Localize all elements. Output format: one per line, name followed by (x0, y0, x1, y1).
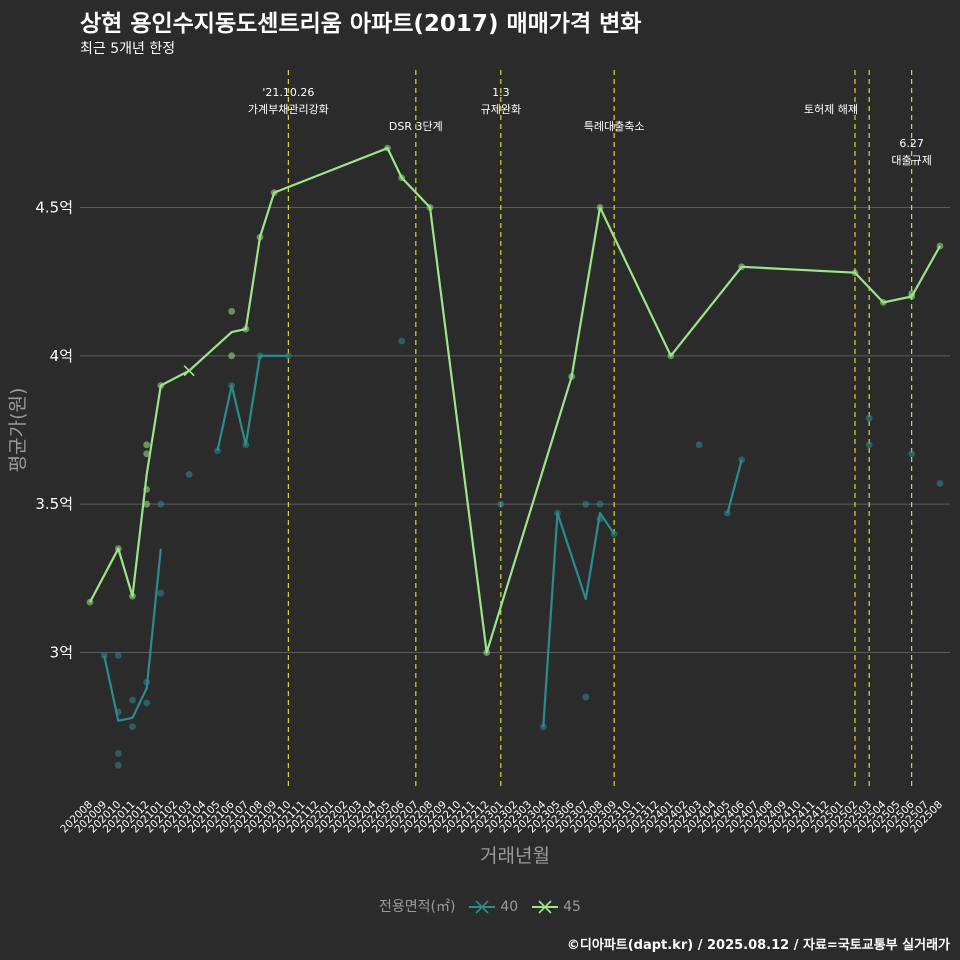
data-point-45 (483, 649, 491, 656)
data-point-40 (398, 337, 406, 345)
data-point-45 (114, 545, 122, 553)
annotation-label: '21.10.26 (262, 86, 314, 99)
data-point-45 (596, 204, 604, 211)
data-point-40 (539, 723, 547, 731)
data-point-45 (143, 485, 151, 493)
chart-subtitle: 최근 5개년 한정 (80, 41, 176, 57)
data-point-45 (667, 352, 675, 360)
data-point-45 (851, 269, 859, 277)
series-line-40 (726, 459, 743, 514)
legend: 전용면적(㎡) 40 45 (0, 896, 960, 916)
data-point-45 (143, 500, 151, 508)
y-tick-label: 4.5억 (35, 198, 73, 216)
annotation-label: 1.3 (492, 86, 510, 99)
chart-title: 상현 용인수지동도센트리움 아파트(2017) 매매가격 변화 (80, 11, 642, 37)
data-point-40 (936, 480, 944, 487)
data-point-40 (129, 723, 136, 731)
legend-key-40 (468, 900, 495, 914)
annotation-label: 가계부채관리강화 (248, 103, 329, 116)
data-point-45 (270, 189, 278, 197)
legend-label-45: 45 (563, 899, 581, 915)
data-point-45 (384, 144, 391, 152)
policy-lines-layer (287, 70, 913, 790)
data-point-40 (157, 500, 165, 508)
y-tick-label: 3.5억 (35, 495, 73, 513)
data-point-45 (228, 352, 236, 360)
y-tick-label: 4억 (50, 347, 73, 365)
x-axis-title: 거래년월 (480, 845, 550, 867)
data-point-40 (143, 678, 151, 686)
axis-layer: 3억3.5억4억4.5억2020082020092020102020112020… (35, 198, 945, 835)
annotation-label: 6.27 (899, 137, 924, 150)
data-point-40 (865, 441, 873, 449)
legend-item-45: 45 (531, 899, 581, 915)
data-point-40 (610, 530, 618, 538)
data-point-40 (738, 456, 746, 464)
data-point-40 (596, 500, 604, 508)
annotation-label: DSR 3단계 (389, 120, 443, 133)
series-line-45 (89, 147, 941, 654)
data-point-40 (256, 352, 264, 360)
data-point-40 (228, 382, 236, 389)
data-point-40 (284, 352, 292, 360)
data-point-40 (596, 515, 604, 523)
data-point-40 (582, 500, 590, 508)
data-point-40 (242, 441, 250, 449)
data-point-40 (185, 471, 193, 478)
data-point-45 (738, 263, 746, 271)
data-point-40 (908, 450, 916, 458)
annotation-label: 대출규제 (891, 154, 931, 167)
data-point-40 (143, 699, 151, 707)
data-point-45 (426, 204, 434, 211)
data-point-45 (242, 325, 250, 333)
legend-title: 전용면적(㎡) (379, 899, 456, 915)
series-line-40 (103, 548, 162, 722)
data-point-45 (568, 373, 576, 380)
legend-item-40: 40 (468, 899, 518, 915)
series-line-40 (542, 511, 616, 727)
data-point-45 (398, 174, 406, 182)
series-line-40 (216, 354, 289, 452)
data-point-40 (157, 589, 165, 597)
data-point-40 (695, 441, 703, 449)
grid-layer (80, 206, 950, 654)
data-point-40 (114, 652, 122, 659)
annotation-label: 규제완화 (481, 103, 521, 116)
data-point-45 (256, 233, 264, 241)
data-point-45 (908, 290, 916, 297)
data-point-45 (936, 242, 944, 250)
data-point-40 (100, 652, 108, 659)
data-point-45 (143, 450, 151, 458)
series-layer (86, 144, 944, 769)
data-point-40 (554, 509, 561, 517)
data-point-45 (157, 382, 165, 389)
data-point-45 (879, 298, 887, 306)
data-point-40 (724, 509, 731, 517)
legend-key-45 (531, 900, 558, 914)
data-point-40 (865, 414, 873, 422)
data-point-40 (129, 696, 136, 704)
legend-label-40: 40 (500, 899, 519, 915)
y-tick-label: 3억 (50, 644, 73, 662)
data-point-40 (114, 750, 122, 757)
annotation-label: 토허제 해제 (804, 102, 858, 116)
data-point-40 (114, 761, 122, 769)
y-axis-title: 평균가(원) (7, 388, 29, 473)
data-point-45 (86, 598, 94, 606)
source-caption: ©디아파트(dapt.kr) / 2025.08.12 / 자료=국토교통부 실… (566, 938, 950, 953)
data-point-40 (582, 693, 590, 701)
data-point-45 (143, 441, 151, 449)
data-point-40 (214, 447, 221, 455)
data-point-45 (129, 592, 136, 600)
data-point-40 (497, 500, 505, 508)
data-point-45 (228, 307, 236, 315)
annotation-label: 특례대출축소 (584, 120, 645, 133)
cross-mark-45 (183, 365, 195, 377)
data-point-40 (114, 708, 122, 716)
